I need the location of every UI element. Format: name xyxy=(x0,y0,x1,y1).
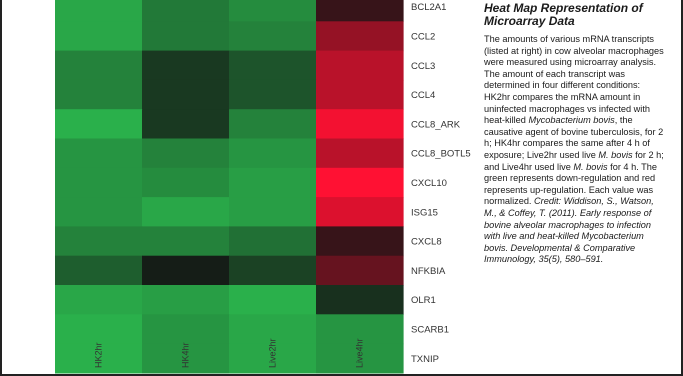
heatmap-cell-CXCL10-Live2hr xyxy=(229,167,317,198)
heatmap-cell-OLR1-HK4hr xyxy=(142,285,230,315)
heatmap-cell-BCL2A1-Live2hr xyxy=(229,0,317,22)
heatmap-cell-CCL8_ARK-Live4hr xyxy=(316,109,404,140)
caption-text-run: The amounts of various mRNA transcripts … xyxy=(484,34,664,126)
heatmap-cell-CCL8_BOTL5-Live2hr xyxy=(229,138,317,169)
row-label: CCL4 xyxy=(411,90,435,101)
heatmap-cell-NFKBIA-HK4hr xyxy=(142,255,230,286)
caption-text-run: M. bovis xyxy=(598,149,633,160)
row-label: SCARB1 xyxy=(411,324,449,335)
heatmap-cells xyxy=(55,0,404,374)
caption-title: Heat Map Representation of Microarray Da… xyxy=(484,1,643,28)
heatmap-cell-CCL4-Live4hr xyxy=(316,79,404,110)
caption-text-run: Credit: Widdison, S., Watson, M., & Coff… xyxy=(484,196,654,265)
row-label: CCL3 xyxy=(411,61,435,72)
heatmap-cell-CCL8_BOTL5-HK4hr xyxy=(142,138,230,169)
heatmap-cell-CCL4-HK2hr xyxy=(55,79,143,110)
row-label: CCL8_BOTL5 xyxy=(411,149,471,160)
heatmap-cell-CCL2-Live2hr xyxy=(229,21,317,52)
row-label: CCL8_ARK xyxy=(411,119,461,130)
row-label: NFKBIA xyxy=(411,266,446,277)
column-label: HK4hr xyxy=(181,342,191,368)
row-label: BCL2A1 xyxy=(411,2,446,13)
heatmap-cell-BCL2A1-HK2hr xyxy=(55,0,143,22)
heatmap-cell-CCL3-HK4hr xyxy=(142,50,230,81)
heatmap-cell-NFKBIA-Live2hr xyxy=(229,255,317,286)
heatmap-cell-SCARB1-Live2hr xyxy=(229,314,317,345)
heatmap-cell-CCL2-HK4hr xyxy=(142,21,230,52)
heatmap-cell-ISG15-Live4hr xyxy=(316,197,404,227)
heatmap-cell-CXCL10-Live4hr xyxy=(316,167,404,198)
heatmap-cell-CCL4-Live2hr xyxy=(229,79,317,110)
column-label: HK2hr xyxy=(94,342,104,368)
heatmap-cell-BCL2A1-HK4hr xyxy=(142,0,230,22)
caption-text-run: for 4 h. The green represents down-regul… xyxy=(484,161,657,207)
heatmap-cell-ISG15-Live2hr xyxy=(229,197,317,227)
heatmap-cell-NFKBIA-HK2hr xyxy=(55,255,143,286)
row-label: CCL2 xyxy=(411,31,435,42)
row-labels: BCL2A1 CCL2 CCL3 CCL4 CCL8_ARK CCL8_BOTL5 CXCL… xyxy=(411,2,471,365)
heatmap-cell-NFKBIA-Live4hr xyxy=(316,255,404,286)
heatmap-cell-TXNIP-Live2hr xyxy=(229,343,317,374)
row-label: TXNIP xyxy=(411,354,439,365)
caption-text-run: M. bovis xyxy=(573,161,608,172)
heatmap-cell-CCL2-HK2hr xyxy=(55,21,143,52)
caption-text-run: Mycobacterium bovis xyxy=(528,115,615,126)
heatmap-cell-CCL8_BOTL5-Live4hr xyxy=(316,138,404,169)
row-label: CXCL10 xyxy=(411,178,447,189)
column-label: Live4hr xyxy=(355,338,365,368)
heatmap-cell-TXNIP-Live4hr xyxy=(316,343,404,374)
row-label: CXCL8 xyxy=(411,237,442,248)
heatmap-cell-SCARB1-HK4hr xyxy=(142,314,230,345)
caption-body: The amounts of various mRNA transcripts … xyxy=(484,34,666,266)
caption-text-run: for 2 h; and Live4hr used live xyxy=(484,149,664,172)
heatmap-cell-CCL8_ARK-Live2hr xyxy=(229,109,317,140)
heatmap-cell-ISG15-HK2hr xyxy=(55,197,143,227)
row-label: ISG15 xyxy=(411,207,438,218)
column-labels: HK2hr HK4hr Live2hr Live4hr xyxy=(94,338,365,368)
heatmap-cell-CCL8_ARK-HK4hr xyxy=(142,109,230,140)
heatmap-cell-CXCL8-HK4hr xyxy=(142,226,230,257)
heatmap-cell-OLR1-Live4hr xyxy=(316,285,404,315)
heatmap-cell-CCL8_BOTL5-HK2hr xyxy=(55,138,143,169)
heatmap-cell-SCARB1-Live4hr xyxy=(316,314,404,345)
heatmap-cell-ISG15-HK4hr xyxy=(142,197,230,227)
heatmap-cell-CCL3-Live4hr xyxy=(316,50,404,81)
heatmap-cell-SCARB1-HK2hr xyxy=(55,314,143,345)
heatmap-cell-CCL3-Live2hr xyxy=(229,50,317,81)
heatmap-cell-CCL8_ARK-HK2hr xyxy=(55,109,143,140)
heatmap-cell-CCL3-HK2hr xyxy=(55,50,143,81)
heatmap-cell-OLR1-HK2hr xyxy=(55,285,143,315)
heatmap-cell-TXNIP-HK4hr xyxy=(142,343,230,374)
heatmap-cell-BCL2A1-Live4hr xyxy=(316,0,404,22)
caption-text-run: , the causative agent of bovine tubercul… xyxy=(484,115,664,160)
heatmap-cell-CCL2-Live4hr xyxy=(316,21,404,52)
heatmap-cell-CXCL10-HK4hr xyxy=(142,167,230,198)
row-label: OLR1 xyxy=(411,295,436,306)
heatmap-cell-CXCL8-Live2hr xyxy=(229,226,317,257)
column-label: Live2hr xyxy=(268,338,278,368)
heatmap-cell-OLR1-Live2hr xyxy=(229,285,317,315)
heatmap-cell-CCL4-HK4hr xyxy=(142,79,230,110)
heatmap-cell-CXCL10-HK2hr xyxy=(55,167,143,198)
heatmap-cell-CXCL8-Live4hr xyxy=(316,226,404,257)
heatmap-cell-CXCL8-HK2hr xyxy=(55,226,143,257)
figure-caption: Heat Map Representation of Microarray Da… xyxy=(484,2,666,266)
heatmap-cell-TXNIP-HK2hr xyxy=(55,343,143,374)
